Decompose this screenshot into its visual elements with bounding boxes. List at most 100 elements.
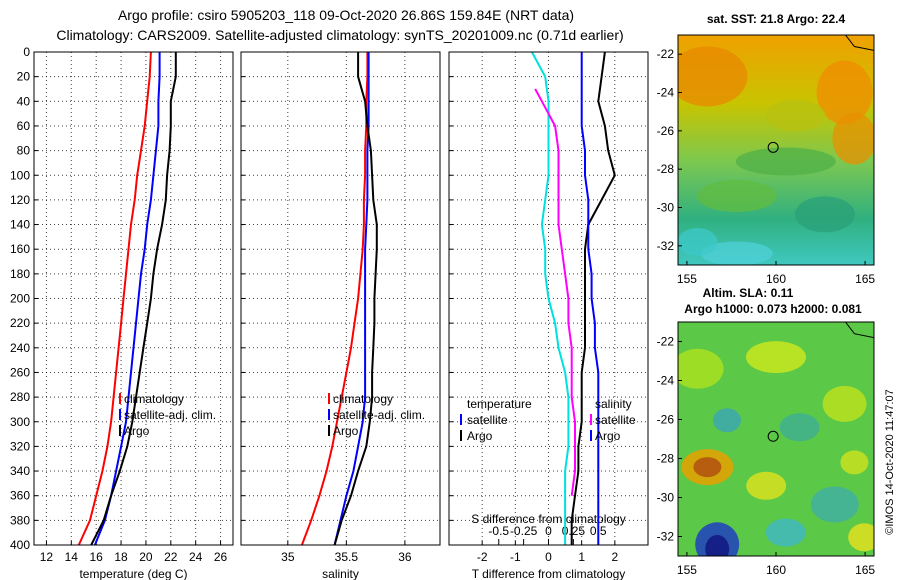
chart-panel-salinity: 35 35.5 36 climatology satellite-adj. clim. A… — [240, 51, 441, 580]
depth-tick-label: 300 — [10, 415, 30, 429]
x-tick-label: 16 — [90, 550, 104, 564]
legend-label: satellite — [467, 413, 508, 427]
lat-tick-label: -30 — [657, 491, 675, 505]
series-line-salinity-argo — [534, 88, 576, 496]
series-line-climatology — [300, 52, 369, 546]
depth-tick-label: 220 — [10, 316, 30, 330]
sla-field — [678, 322, 874, 556]
depth-tick-label: 380 — [10, 513, 30, 527]
x-top-tick-label: 0 — [545, 524, 552, 538]
depth-tick-label: 180 — [10, 267, 30, 281]
x-tick-label: 18 — [114, 550, 128, 564]
x-tick-label: -2 — [477, 550, 488, 564]
series-line-argo — [90, 52, 177, 546]
depth-tick-label: 60 — [17, 119, 31, 133]
map-title: Altim. SLA: 0.11 — [703, 286, 794, 300]
x-tick-label: 2 — [611, 550, 618, 564]
depth-tick-label: 340 — [10, 464, 30, 478]
depth-tick-label: 40 — [17, 94, 31, 108]
lon-tick-label: 155 — [677, 563, 697, 577]
depth-tick-label: 140 — [10, 218, 30, 232]
depth-tick-label: 80 — [17, 144, 31, 158]
lon-tick-label: 160 — [766, 272, 786, 286]
legend-label: Argo — [124, 424, 150, 438]
legend-title-temperature: temperature — [467, 397, 532, 411]
chart-frame — [33, 51, 234, 546]
lat-tick-label: -24 — [657, 86, 675, 100]
chart-frame — [448, 51, 649, 546]
lat-tick-label: -28 — [657, 162, 675, 176]
legend-title-salinity: salinity — [595, 397, 632, 411]
lon-tick-label: 155 — [677, 272, 697, 286]
depth-tick-label: 360 — [10, 489, 30, 503]
legend-label: satellite — [595, 413, 636, 427]
x-tick-label: 35.5 — [335, 550, 359, 564]
lat-tick-label: -22 — [657, 335, 675, 349]
x-top-tick-label: 0.25 — [562, 524, 586, 538]
map-title: sat. SST: 21.8 Argo: 22.4 — [707, 12, 846, 26]
series-line-temperature-argo — [570, 51, 616, 545]
depth-tick-label: 120 — [10, 193, 30, 207]
map-panel-sst: sat. SST: 21.8 Argo: 22.4 -22 -24 -26 -28 -30… — [657, 12, 876, 286]
legend-label: Argo — [333, 424, 359, 438]
x-tick-label: 1 — [578, 550, 585, 564]
map-subtitle: Argo h1000: 0.073 h2000: 0.081 — [684, 302, 862, 316]
series-line-temperature-satellite — [531, 51, 570, 545]
sst-field — [678, 35, 874, 265]
x-top-tick-label: -0.5 — [488, 524, 509, 538]
x-tick-label: 0 — [545, 550, 552, 564]
x-tick-label: 12 — [40, 550, 54, 564]
depth-tick-label: 400 — [10, 538, 30, 552]
legend-label: climatology — [124, 392, 184, 406]
coastline — [845, 322, 874, 339]
depth-tick-label: 160 — [10, 242, 30, 256]
lon-tick-label: 160 — [766, 563, 786, 577]
lat-tick-label: -30 — [657, 201, 675, 215]
x-tick-label: 22 — [164, 550, 178, 564]
x-tick-label: 24 — [189, 550, 203, 564]
lon-tick-label: 165 — [855, 272, 875, 286]
series-line-satellite-adj-clim- — [333, 52, 370, 546]
argo-position-marker — [767, 430, 779, 442]
lat-tick-label: -28 — [657, 452, 675, 466]
x-tick-label: 14 — [65, 550, 79, 564]
depth-tick-label: 100 — [10, 168, 30, 182]
title-line-2: Climatology: CARS2009. Satellite-adjuste… — [56, 27, 623, 43]
lat-tick-label: -24 — [657, 374, 675, 388]
title-line-1: Argo profile: csiro 5905203_118 09-Oct-2… — [118, 7, 574, 23]
x-axis-label: temperature (deg C) — [79, 567, 187, 580]
coastline — [845, 35, 874, 51]
depth-tick-label: 280 — [10, 390, 30, 404]
lat-tick-label: -26 — [657, 124, 675, 138]
legend-label: satellite-adj. clim. — [124, 408, 216, 422]
depth-tick-label: 0 — [23, 45, 30, 59]
x-tick-label: 36 — [398, 550, 412, 564]
lat-tick-label: -32 — [657, 239, 675, 253]
legend-label: Argo — [595, 429, 621, 443]
x-tick-label: -1 — [510, 550, 521, 564]
series-line-climatology — [77, 51, 152, 546]
depth-tick-label: 260 — [10, 365, 30, 379]
map-panel-sla: Altim. SLA: 0.11 Argo h1000: 0.073 h2000:… — [657, 286, 876, 577]
x-top-tick-label: -0.25 — [510, 524, 538, 538]
depth-tick-label: 240 — [10, 341, 30, 355]
series-line-argo — [333, 52, 378, 546]
legend-label: climatology — [333, 392, 393, 406]
chart-panel-temperature: 0 20 40 60 80 100 120 140 160 180 200 220 240 260 280 3… — [10, 45, 234, 580]
depth-tick-label: 20 — [17, 70, 31, 84]
legend-label: satellite-adj. clim. — [333, 408, 425, 422]
depth-tick-label: 320 — [10, 439, 30, 453]
series-line-satellite-adj-clim- — [93, 52, 161, 546]
legend-label: Argo — [467, 429, 493, 443]
x-top-axis-label: S difference from climatology — [471, 512, 626, 526]
x-tick-label: 26 — [214, 550, 228, 564]
argo-position-marker — [767, 141, 779, 153]
lat-tick-label: -26 — [657, 413, 675, 427]
credit-text: ©IMOS 14-Oct-2020 11:47:07 — [884, 389, 896, 534]
lat-tick-label: -22 — [657, 47, 675, 61]
x-tick-label: 20 — [139, 550, 153, 564]
x-tick-label: 35 — [281, 550, 295, 564]
lat-tick-label: -32 — [657, 530, 675, 544]
chart-frame — [240, 51, 441, 546]
